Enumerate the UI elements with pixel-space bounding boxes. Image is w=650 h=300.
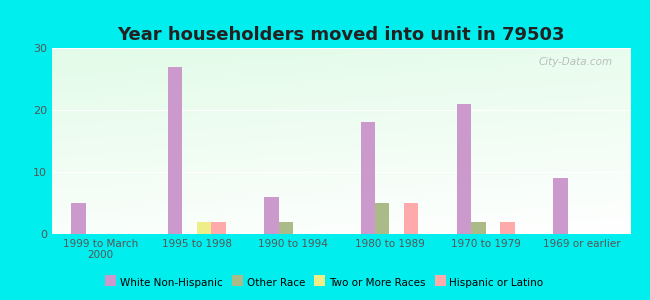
Title: Year householders moved into unit in 79503: Year householders moved into unit in 795… <box>118 26 565 44</box>
Bar <box>500 222 515 234</box>
Bar <box>553 178 568 234</box>
Text: City-Data.com: City-Data.com <box>539 57 613 67</box>
Bar <box>375 203 389 234</box>
Bar <box>279 222 293 234</box>
Bar <box>471 222 486 234</box>
Legend: White Non-Hispanic, Other Race, Two or More Races, Hispanic or Latino: White Non-Hispanic, Other Race, Two or M… <box>102 274 548 292</box>
Bar <box>168 67 182 234</box>
Bar <box>457 104 471 234</box>
Bar <box>196 222 211 234</box>
Bar <box>404 203 419 234</box>
Bar <box>264 197 279 234</box>
Bar <box>361 122 375 234</box>
Bar <box>211 222 226 234</box>
Bar <box>72 203 86 234</box>
